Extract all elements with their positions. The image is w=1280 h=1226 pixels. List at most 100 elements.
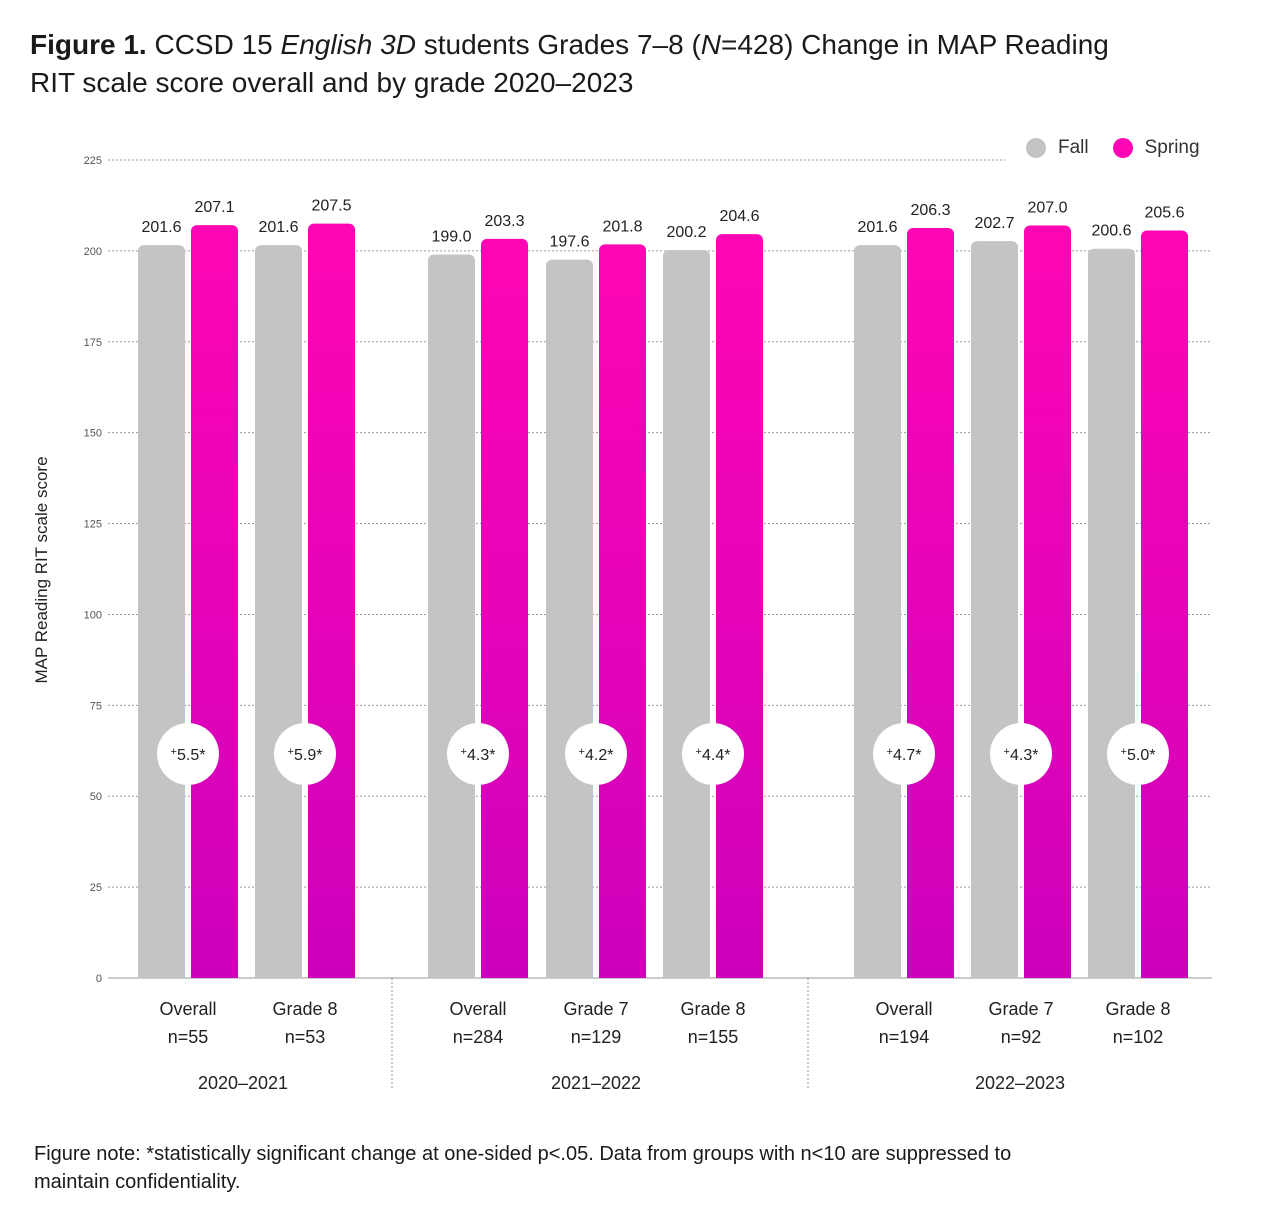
group-year-label: 2021–2022 (551, 1073, 641, 1093)
bar-fall (1088, 248, 1135, 979)
legend-item-fall: Fall (1026, 137, 1089, 159)
change-badge (447, 723, 509, 785)
bar-fall-base (428, 970, 475, 978)
bar-fall-base (1088, 970, 1135, 978)
bar-fall-base (971, 970, 1018, 978)
bar-spring (599, 244, 646, 979)
legend-swatch-fall (1026, 138, 1046, 158)
bar-spring (1141, 230, 1188, 978)
change-label: +4.3* (1004, 746, 1039, 764)
category-label: Grade 8 (272, 999, 337, 1019)
data-label-fall: 200.2 (666, 224, 706, 241)
data-label-fall: 202.7 (974, 215, 1014, 232)
category-label: Overall (159, 999, 216, 1019)
data-label-fall: 197.6 (549, 234, 589, 251)
bar-fall (546, 259, 593, 978)
legend-item-spring: Spring (1112, 137, 1200, 159)
title-italic-n: N (700, 29, 721, 60)
category-n-label: n=55 (168, 1027, 209, 1047)
bar-fall (663, 250, 710, 979)
y-tick-label: 150 (84, 428, 102, 440)
figure-title: Figure 1. CCSD 15 English 3D students Gr… (30, 26, 1130, 102)
category-label: Grade 7 (563, 999, 628, 1019)
bar-fall (971, 241, 1018, 979)
bar-fall-base (546, 970, 593, 978)
bar-spring-base (308, 970, 355, 978)
bar-spring-base (716, 970, 763, 978)
title-part-2: students Grades 7–8 ( (415, 29, 701, 60)
bar-spring (1024, 225, 1071, 978)
data-label-spring: 207.1 (194, 199, 234, 216)
legend-label-spring: Spring (1144, 137, 1200, 158)
figure-note: Figure note: *statistically significant … (34, 1143, 1012, 1193)
bar-spring (907, 227, 954, 979)
group-year-label: 2022–2023 (975, 1073, 1065, 1093)
bar-spring-base (1024, 970, 1071, 978)
bar-fall (138, 245, 185, 978)
category-label: Grade 8 (1105, 999, 1170, 1019)
bar-spring-base (599, 970, 646, 978)
bar-spring (191, 225, 238, 979)
group-year-label: 2020–2021 (198, 1073, 288, 1093)
change-label: +4.4* (696, 746, 731, 764)
data-label-spring: 207.0 (1027, 199, 1067, 216)
bar-fall-base (138, 970, 185, 978)
data-label-fall: 201.6 (258, 219, 298, 236)
bar-spring (716, 234, 763, 978)
change-badge (565, 723, 627, 785)
category-n-label: n=194 (879, 1027, 930, 1047)
legend-label-fall: Fall (1058, 137, 1089, 158)
y-tick-label: 25 (90, 882, 102, 894)
data-label-spring: 206.3 (910, 202, 950, 219)
change-label: +5.5* (171, 746, 206, 764)
change-badge (873, 723, 935, 785)
bars (138, 223, 1188, 979)
data-label-fall: 200.6 (1091, 223, 1131, 240)
category-n-label: n=155 (688, 1027, 739, 1047)
change-badge (682, 723, 744, 785)
bar-chart: 0 25 50 75 100 125 150 175 200 225 MAP Reading RIT… (32, 155, 1212, 1093)
category-n-label: n=129 (571, 1027, 622, 1047)
change-label: +5.9* (288, 746, 323, 764)
title-part-3: =428) Change in MAP Reading RIT scale sc… (30, 29, 1109, 98)
figure-label: Figure 1. (30, 29, 147, 60)
data-label-spring: 203.3 (484, 213, 524, 230)
category-label: Grade 8 (680, 999, 745, 1019)
change-badge (274, 723, 336, 785)
title-part-1: CCSD 15 (146, 29, 281, 60)
change-badge (990, 723, 1052, 785)
bar-fall-base (854, 970, 901, 978)
category-label: Overall (875, 999, 932, 1019)
bar-fall-base (663, 970, 710, 978)
category-label: Grade 7 (988, 999, 1053, 1019)
data-label-spring: 207.5 (311, 198, 351, 215)
y-tick-label: 125 (84, 519, 102, 531)
y-tick-label: 175 (84, 337, 102, 349)
category-n-label: n=92 (1001, 1027, 1042, 1047)
category-n-label: n=284 (453, 1027, 504, 1047)
change-label: +5.0* (1121, 746, 1156, 764)
y-tick-label: 0 (96, 973, 102, 985)
y-tick-label: 200 (84, 246, 102, 258)
change-label: +4.7* (887, 746, 922, 764)
bar-spring-base (907, 970, 954, 978)
bar-fall (428, 254, 475, 979)
category-n-label: n=102 (1113, 1027, 1164, 1047)
change-badge (1107, 723, 1169, 785)
bar-spring (481, 238, 528, 979)
change-label: +4.3* (461, 746, 496, 764)
bar-fall-base (255, 970, 302, 978)
y-tick-label: 225 (84, 155, 102, 167)
chart-legend: Fall Spring (1026, 134, 1224, 162)
y-tick-label: 75 (90, 700, 102, 712)
data-label-fall: 201.6 (857, 219, 897, 236)
y-tick-label: 100 (84, 609, 102, 621)
category-n-label: n=53 (285, 1027, 326, 1047)
bar-spring-base (1141, 970, 1188, 978)
change-label: +4.2* (579, 746, 614, 764)
data-label-spring: 205.6 (1144, 205, 1184, 222)
legend-swatch-spring (1112, 138, 1133, 158)
bar-spring (308, 223, 355, 979)
bar-fall (854, 245, 901, 978)
data-label-fall: 199.0 (431, 229, 471, 246)
